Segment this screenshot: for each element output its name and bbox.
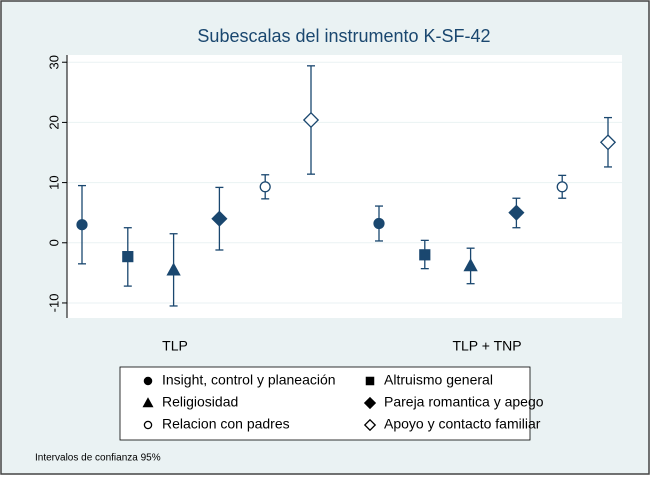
legend-marker bbox=[143, 376, 153, 386]
legend-label: Relacion con padres bbox=[162, 416, 290, 432]
legend-label: Apoyo y contacto familiar bbox=[384, 416, 541, 432]
legend-label: Religiosidad bbox=[162, 394, 238, 410]
marker bbox=[259, 181, 271, 193]
marker bbox=[211, 210, 228, 227]
x-category-label: TLP bbox=[162, 338, 188, 354]
marker bbox=[556, 181, 568, 193]
x-category-label: TLP + TNP bbox=[452, 338, 521, 354]
y-tick-label: 10 bbox=[46, 175, 61, 189]
marker bbox=[419, 249, 431, 261]
y-tick-label: 0 bbox=[46, 239, 61, 246]
legend-marker bbox=[142, 397, 154, 408]
legend-marker bbox=[365, 376, 375, 386]
y-tick-label: 20 bbox=[46, 115, 61, 129]
plot-area bbox=[67, 55, 622, 318]
marker bbox=[463, 258, 478, 272]
legend-box bbox=[119, 366, 531, 441]
legend-label: Insight, control y planeación bbox=[162, 372, 336, 388]
legend-marker bbox=[363, 396, 377, 410]
y-tick-label: -10 bbox=[46, 294, 61, 313]
note: Intervalos de confianza 95% bbox=[35, 453, 161, 464]
legend-marker bbox=[363, 418, 377, 432]
legend-label: Altruismo general bbox=[384, 372, 493, 388]
marker bbox=[599, 134, 617, 151]
y-tick-label: 30 bbox=[46, 55, 61, 69]
marker bbox=[76, 219, 88, 231]
legend-label: Pareja romantica y apego bbox=[384, 394, 544, 410]
legend-marker bbox=[143, 420, 153, 430]
marker bbox=[122, 251, 134, 263]
marker bbox=[302, 111, 320, 129]
chart-title: Subescalas del instrumento K-SF-42 bbox=[197, 26, 490, 46]
marker bbox=[508, 204, 525, 221]
marker bbox=[166, 262, 181, 276]
marker bbox=[373, 217, 385, 230]
